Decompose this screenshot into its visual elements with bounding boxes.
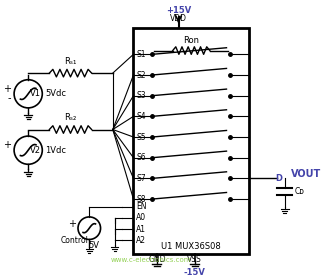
Text: GND: GND xyxy=(148,255,166,264)
Text: +: + xyxy=(68,220,76,229)
Text: U1 MUX36S08: U1 MUX36S08 xyxy=(162,242,221,251)
Text: 1Vdc: 1Vdc xyxy=(45,146,66,155)
Text: S4: S4 xyxy=(136,112,146,121)
Text: -15V: -15V xyxy=(183,268,205,277)
Text: S3: S3 xyxy=(136,91,146,100)
Text: +15V: +15V xyxy=(166,6,191,15)
Text: S5: S5 xyxy=(136,132,146,141)
Bar xyxy=(133,28,249,254)
Text: 5V: 5V xyxy=(89,241,99,249)
Text: S1: S1 xyxy=(136,50,146,59)
Text: A1: A1 xyxy=(136,225,146,234)
Text: VDD: VDD xyxy=(170,14,187,23)
Text: S8: S8 xyxy=(136,195,146,204)
Text: S7: S7 xyxy=(136,174,146,183)
Text: A2: A2 xyxy=(136,236,146,245)
Text: +: + xyxy=(3,141,11,150)
Text: +: + xyxy=(3,84,11,94)
Text: EN: EN xyxy=(136,202,147,211)
Text: -: - xyxy=(8,94,11,104)
Text: Rₛ₁: Rₛ₁ xyxy=(64,57,77,66)
Text: 5Vdc: 5Vdc xyxy=(45,89,66,98)
Text: www.c-electronics.com: www.c-electronics.com xyxy=(111,257,192,263)
Text: Ron: Ron xyxy=(183,36,199,45)
Text: V1: V1 xyxy=(30,89,41,98)
Text: A0: A0 xyxy=(136,213,146,222)
Text: Control: Control xyxy=(60,236,88,245)
Text: S6: S6 xyxy=(136,153,146,162)
Text: S2: S2 xyxy=(136,71,146,80)
Text: Rₛ₂: Rₛ₂ xyxy=(64,113,77,122)
Text: VOUT: VOUT xyxy=(291,169,322,179)
Text: D: D xyxy=(276,174,282,183)
Text: V2: V2 xyxy=(30,146,41,155)
Text: VSS: VSS xyxy=(187,255,202,264)
Text: Cᴅ: Cᴅ xyxy=(294,187,304,196)
